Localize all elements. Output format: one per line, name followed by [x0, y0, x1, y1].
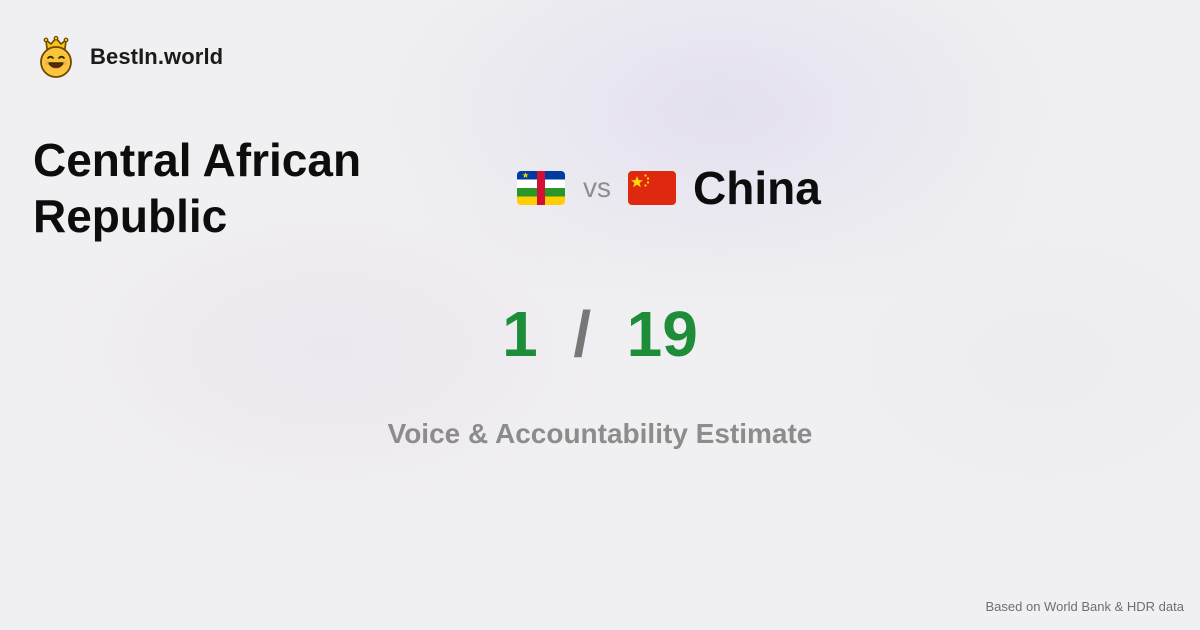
right-country-title: China [693, 162, 821, 214]
vs-label: vs [583, 172, 611, 203]
brand-name[interactable]: BestIn.world [90, 44, 224, 69]
brand-header[interactable]: BestIn.world [38, 36, 223, 78]
left-country-title: Central African Republic [33, 134, 362, 242]
versus-row: vs China [517, 160, 821, 216]
data-source-footer: Based on World Bank & HDR data [985, 599, 1184, 614]
right-rank-value: 19 [626, 298, 698, 370]
crown-smiley-icon [40, 36, 72, 78]
flag-central-african-republic-icon [517, 171, 565, 205]
rank-score: 1 / 19 [0, 296, 1200, 372]
flag-china-icon [628, 171, 676, 205]
rank-separator: / [573, 298, 592, 370]
left-rank-value: 1 [502, 298, 538, 370]
metric-label: Voice & Accountability Estimate [387, 418, 813, 449]
